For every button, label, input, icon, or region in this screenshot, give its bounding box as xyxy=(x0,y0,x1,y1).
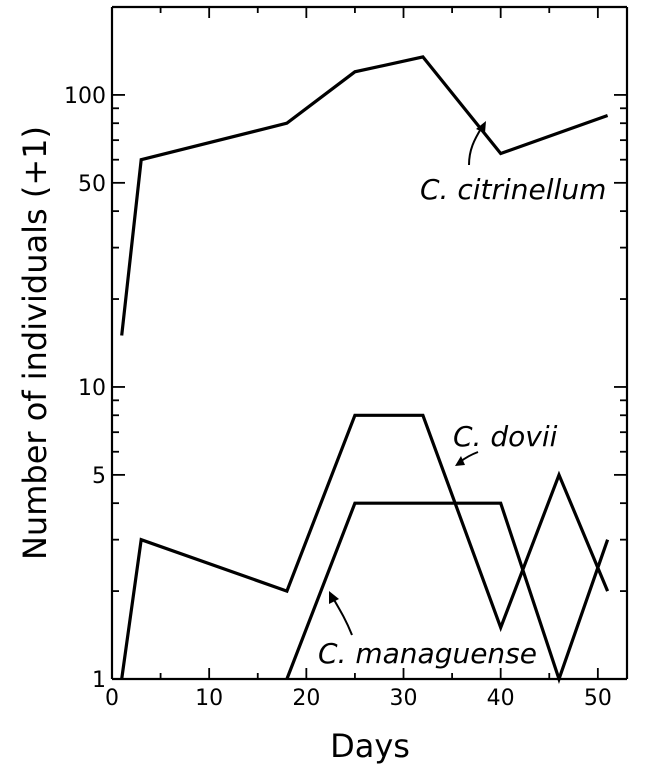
arrow-head-managuense xyxy=(329,591,339,604)
y-tick-label: 5 xyxy=(92,464,106,489)
series-line-dovii xyxy=(120,413,610,680)
labels: Days Number of individuals (+1) C. citri… xyxy=(16,121,606,765)
arrow-head-dovii xyxy=(455,456,465,466)
x-tick-label: 0 xyxy=(105,686,119,711)
axes xyxy=(110,5,629,681)
x-axis-label: Days xyxy=(330,727,410,765)
series-label-dovii: C. dovii xyxy=(453,420,558,453)
y-tick-label: 10 xyxy=(78,376,106,401)
y-tick-label: 1 xyxy=(92,668,106,693)
x-tick-label: 10 xyxy=(195,686,223,711)
series-lines xyxy=(120,55,610,684)
series-line-managuense xyxy=(285,501,610,684)
ticks xyxy=(111,6,627,680)
series-label-managuense: C. managuense xyxy=(318,637,537,670)
y-tick-label: 50 xyxy=(78,172,106,197)
y-axis-label: Number of individuals (+1) xyxy=(16,126,54,560)
x-tick-label: 50 xyxy=(584,686,612,711)
series-line-citrinellum xyxy=(120,55,609,336)
x-tick-label: 40 xyxy=(487,686,515,711)
series-label-citrinellum: C. citrinellum xyxy=(420,173,606,206)
pointer-managuense xyxy=(332,597,353,636)
arrow-head-citrinellum xyxy=(476,121,486,133)
x-tick-label: 30 xyxy=(390,686,418,711)
x-tick-label: 20 xyxy=(292,686,320,711)
tick-labels: 0 10 20 30 40 50 1 5 10 50 100 xyxy=(64,84,612,711)
y-tick-label: 100 xyxy=(64,84,106,109)
pointer-citrinellum xyxy=(468,126,483,166)
